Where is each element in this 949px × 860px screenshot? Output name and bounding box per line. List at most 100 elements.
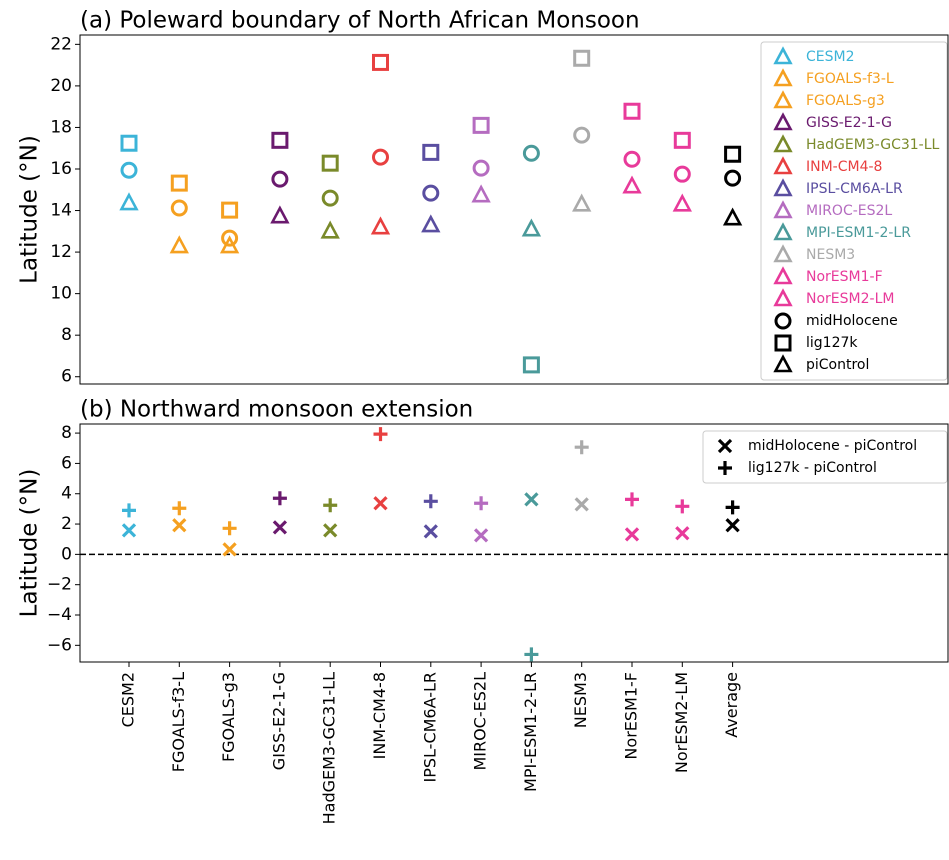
legend-marker	[774, 334, 792, 352]
legend-marker	[718, 461, 732, 475]
data-point	[473, 528, 489, 543]
legend-marker	[773, 112, 793, 131]
data-point	[673, 165, 691, 183]
data-point	[373, 427, 388, 442]
legend-label: midHolocene	[806, 313, 898, 329]
data-point	[119, 192, 139, 211]
legend-label: NESM3	[806, 247, 855, 263]
data-point	[172, 518, 187, 533]
data-point	[272, 491, 287, 506]
x-tick-label: IPSL-CM6A-LR	[420, 672, 439, 782]
data-point	[472, 159, 490, 177]
chart-title: (b) Northward monsoon extension	[80, 397, 473, 423]
legend-marker	[774, 312, 792, 330]
y-tick-label: 8	[61, 325, 72, 345]
data-point	[421, 214, 441, 233]
legend-marker	[773, 46, 793, 65]
data-point	[623, 150, 641, 168]
data-point	[573, 49, 591, 67]
x-tick-label: Average	[722, 672, 741, 738]
data-point	[722, 207, 743, 226]
data-point	[221, 201, 239, 219]
legend-marker	[773, 178, 793, 197]
y-tick-label: −2	[47, 575, 72, 595]
data-point	[320, 220, 340, 239]
data-point	[372, 53, 389, 71]
data-point	[724, 145, 742, 163]
x-tick-label: INM-CM4-8	[370, 672, 389, 759]
x-tick-label: FGOALS-f3-L	[169, 672, 188, 772]
data-point	[675, 499, 690, 514]
legend-label: FGOALS-g3	[806, 93, 885, 109]
data-point	[323, 523, 338, 538]
data-point	[623, 102, 641, 120]
data-point	[221, 229, 239, 247]
legend-label: MIROC-ES2L	[806, 203, 892, 219]
data-point	[169, 235, 189, 254]
y-tick-label: 6	[61, 453, 72, 473]
legend-marker	[773, 68, 793, 87]
data-point	[172, 501, 187, 516]
data-point	[574, 440, 589, 455]
y-tick-label: 18	[50, 117, 72, 137]
data-point	[521, 218, 542, 237]
legend-marker	[773, 134, 793, 153]
y-tick-label: −4	[47, 605, 72, 625]
data-point	[622, 175, 642, 194]
y-axis-label: Latitude (°N)	[17, 135, 43, 284]
legend-label: lig127k - piControl	[748, 460, 877, 476]
y-tick-label: 8	[61, 423, 72, 443]
x-tick-label: NorESM1-F	[622, 672, 641, 760]
data-point	[472, 116, 490, 134]
legend-label: FGOALS-f3-L	[806, 71, 894, 87]
data-point	[270, 205, 290, 224]
data-point	[625, 492, 639, 507]
x-tick-label: HadGEM3-GC31-LL	[320, 672, 339, 824]
data-point	[170, 199, 188, 217]
legend-label: NorESM1-F	[806, 269, 883, 285]
legend-marker	[773, 288, 793, 307]
legend-marker	[773, 90, 793, 109]
data-point	[121, 523, 137, 538]
data-point	[323, 498, 338, 513]
y-tick-label: 12	[50, 242, 72, 262]
y-tick-label: −6	[47, 635, 72, 655]
data-point	[673, 131, 691, 149]
chart-title: (a) Poleward boundary of North African M…	[80, 8, 640, 34]
legend-label: CESM2	[806, 49, 855, 65]
y-tick-label: 2	[61, 514, 72, 534]
data-point	[122, 503, 136, 518]
legend-label: GISS-E2-1-G	[806, 115, 892, 131]
legend-label: HadGEM3-GC31-LL	[806, 137, 940, 153]
y-tick-label: 4	[61, 484, 72, 504]
data-point	[222, 521, 237, 536]
legend-marker	[773, 266, 793, 285]
data-point	[522, 144, 540, 162]
y-tick-label: 0	[61, 544, 72, 564]
data-point	[724, 169, 742, 187]
legend-label: NorESM2-LM	[806, 291, 894, 307]
data-point	[474, 496, 489, 511]
data-point	[321, 154, 339, 172]
x-tick-label: CESM2	[119, 672, 138, 727]
x-tick-label: FGOALS-g3	[219, 672, 238, 762]
data-point	[573, 126, 591, 144]
legend-label: INM-CM4-8	[806, 159, 882, 175]
y-tick-label: 14	[50, 201, 72, 221]
data-point	[373, 496, 388, 511]
x-tick-label: GISS-E2-1-G	[269, 672, 288, 770]
data-point	[572, 193, 592, 212]
data-point	[725, 518, 740, 533]
y-tick-label: 20	[50, 76, 72, 96]
data-point	[271, 170, 289, 188]
data-point	[675, 526, 690, 541]
data-point	[574, 497, 589, 512]
plot-frame	[79, 423, 949, 663]
legend-label: midHolocene - piControl	[748, 438, 917, 454]
legend-marker	[773, 244, 793, 263]
y-tick-label: 22	[50, 34, 72, 54]
x-tick-label: NESM3	[571, 672, 590, 728]
data-point	[423, 524, 438, 539]
y-tick-label: 10	[50, 284, 72, 304]
data-point	[272, 520, 288, 535]
